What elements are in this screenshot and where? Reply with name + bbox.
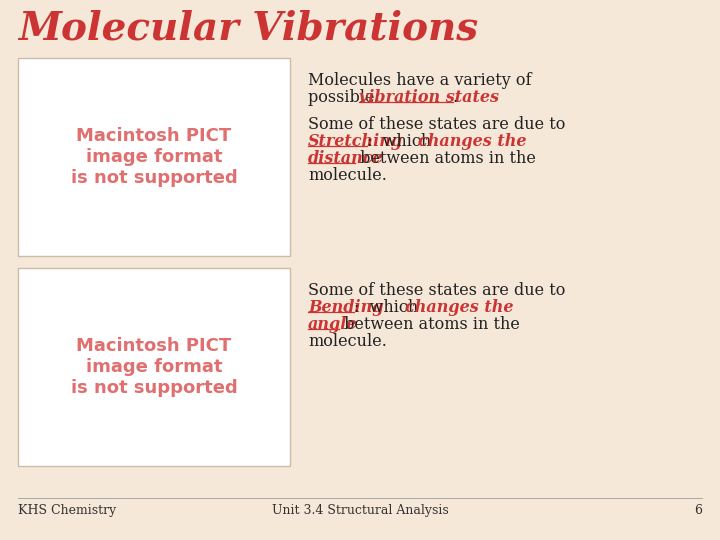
Text: changes the: changes the (405, 299, 513, 316)
Text: molecule.: molecule. (308, 167, 387, 184)
Text: Stretching: Stretching (308, 133, 403, 150)
Text: between atoms in the: between atoms in the (339, 316, 520, 333)
Text: :  which: : which (354, 299, 423, 316)
Text: angle: angle (308, 316, 358, 333)
Text: changes the: changes the (418, 133, 526, 150)
Text: vibration states: vibration states (359, 89, 499, 106)
Text: Macintosh PICT
image format
is not supported: Macintosh PICT image format is not suppo… (71, 127, 238, 187)
FancyBboxPatch shape (18, 58, 290, 256)
Text: possible: possible (308, 89, 379, 106)
Text: .: . (453, 89, 458, 106)
Text: Macintosh PICT
image format
is not supported: Macintosh PICT image format is not suppo… (71, 337, 238, 397)
Text: KHS Chemistry: KHS Chemistry (18, 504, 116, 517)
Text: Some of these states are due to: Some of these states are due to (308, 282, 565, 299)
Text: distance: distance (308, 150, 384, 167)
FancyBboxPatch shape (18, 268, 290, 466)
Text: 6: 6 (694, 504, 702, 517)
Text: Bending: Bending (308, 299, 384, 316)
Text: Molecules have a variety of: Molecules have a variety of (308, 72, 531, 89)
Text: molecule.: molecule. (308, 333, 387, 350)
Text: Some of these states are due to: Some of these states are due to (308, 116, 565, 133)
Text: Unit 3.4 Structural Analysis: Unit 3.4 Structural Analysis (271, 504, 449, 517)
Text: between atoms in the: between atoms in the (355, 150, 536, 167)
Text: Molecular Vibrations: Molecular Vibrations (18, 10, 478, 48)
Text: :  which: : which (367, 133, 436, 150)
